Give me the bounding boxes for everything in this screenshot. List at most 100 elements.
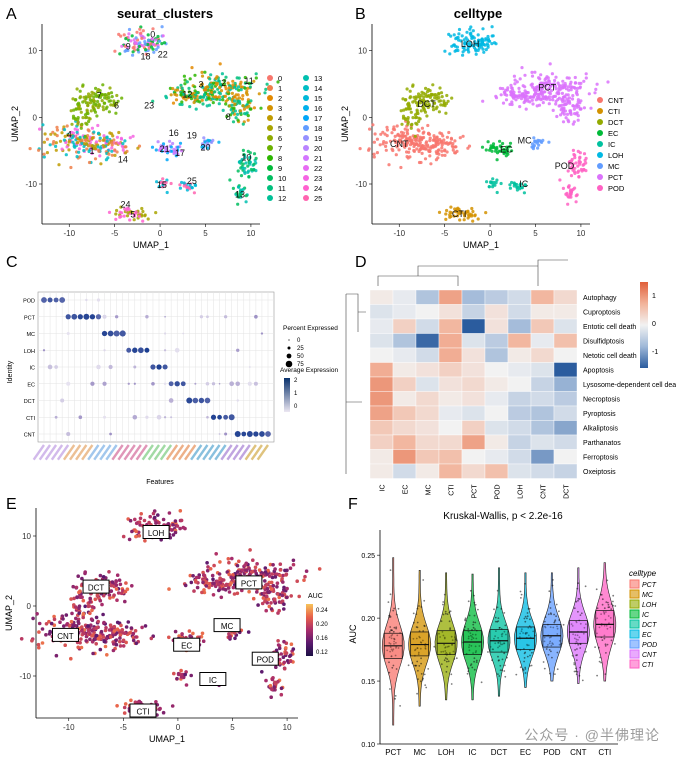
d-heatmap-cell (415, 333, 440, 349)
f-jitter-point (574, 634, 577, 636)
a-cell-point (75, 130, 79, 134)
a-cell-point (119, 205, 123, 209)
e-cell-point (284, 595, 289, 600)
c-feature-label-mark (190, 444, 203, 461)
f-jitter-point (392, 630, 395, 633)
e-cell-point (269, 601, 273, 605)
e-cell-point (108, 635, 113, 639)
e-cell-point (102, 639, 107, 644)
a-cell-point (48, 143, 52, 147)
f-jitter-point (494, 616, 497, 619)
d-heatmap-cell (530, 376, 555, 392)
c-dot (144, 347, 150, 353)
a-cell-point (85, 122, 89, 126)
a-cell-point (180, 180, 184, 185)
e-cell-point (119, 623, 123, 628)
dotplot-legend-pct-title: Percent Expressed (283, 325, 338, 332)
b-cell-point (559, 113, 563, 117)
d-heatmap-cell (392, 318, 417, 334)
f-jitter-point (471, 636, 473, 638)
f-jitter-point (601, 639, 604, 641)
c-dot (218, 433, 221, 435)
f-jitter-point (443, 659, 446, 662)
a-cell-point (87, 119, 91, 124)
e-cell-point (214, 552, 218, 556)
a-cell-point (99, 146, 103, 150)
f-x-tick-label: CTI (598, 748, 611, 757)
b-cell-point (395, 145, 399, 149)
d-heatmap-cell (415, 391, 440, 407)
e-cell-point (138, 516, 143, 521)
a-legend-label: 8 (278, 154, 282, 163)
a-cell-point (254, 76, 258, 80)
b-cell-point (495, 145, 499, 150)
a-cell-point (151, 47, 155, 51)
f-jitter-point (547, 613, 550, 616)
b-cell-point (405, 141, 409, 145)
e-cell-point (274, 648, 279, 653)
f-jitter-point (475, 659, 478, 662)
a-cell-point (178, 102, 182, 106)
a-legend-label: 9 (278, 164, 282, 173)
a-cell-point (101, 138, 105, 142)
b-cell-point (440, 149, 444, 153)
b-cell-point (447, 130, 451, 135)
a-cell-point (221, 95, 225, 99)
d-heatmap-cell (461, 391, 486, 407)
b-cell-point (575, 86, 580, 90)
b-cell-point (392, 138, 396, 142)
b-cell-point (423, 157, 428, 161)
f-y-tick-label: 0.10 (361, 742, 375, 749)
b-cell-point (372, 152, 376, 156)
f-jitter-point (503, 652, 506, 655)
b-cell-point (573, 170, 577, 174)
e-cell-point (131, 631, 136, 636)
e-cell-point (133, 700, 138, 704)
f-jitter-point (449, 628, 451, 631)
a-cell-point (73, 127, 77, 131)
a-cluster-label: 0 (150, 29, 155, 39)
a-cell-point (143, 42, 147, 46)
e-celltype-label: DCT (88, 584, 105, 593)
f-jitter-point (552, 579, 554, 581)
a-cell-point (218, 85, 222, 90)
b-cell-point (568, 193, 572, 197)
e-cell-point (47, 619, 51, 624)
a-cell-point (150, 37, 154, 41)
f-jitter-point (577, 610, 579, 613)
c-row-label: EC (27, 382, 35, 388)
d-heatmap-cell (484, 289, 509, 305)
f-jitter-point (448, 645, 450, 648)
d-row-label: Lysosome-dependent cell death (583, 382, 676, 389)
f-jitter-point (474, 628, 476, 630)
f-jitter-point (524, 633, 527, 635)
a-cell-point (223, 78, 227, 83)
b-cell-point (433, 101, 437, 105)
d-heatmap-cell (507, 463, 532, 479)
d-heatmap-cell (553, 318, 578, 334)
d-heatmap-cell (507, 376, 532, 392)
e-cell-point (79, 637, 83, 641)
a-cell-point (105, 139, 109, 143)
b-cell-point (577, 169, 581, 173)
f-x-tick-label: MC (413, 748, 426, 757)
f-jitter-point (427, 668, 430, 670)
a-cell-point (77, 150, 81, 154)
a-legend-key (267, 135, 273, 141)
b-cell-point (367, 148, 371, 152)
a-cell-point (252, 168, 256, 172)
c-dot (65, 314, 71, 320)
panel-letter-f: F (348, 496, 358, 513)
f-jitter-point (530, 664, 533, 667)
a-cell-point (81, 116, 85, 120)
a-cell-point (174, 88, 178, 92)
b-cell-point (396, 133, 400, 137)
c-feature-label-mark (214, 444, 227, 461)
a-cell-point (73, 116, 77, 120)
b-cell-point (510, 86, 514, 90)
f-jitter-point (575, 638, 578, 641)
b-cell-point (382, 140, 386, 144)
violin-title: Kruskal-Wallis, p < 2.2e-16 (443, 511, 563, 522)
b-cell-point (409, 126, 413, 130)
d-row-label: Autophagy (583, 295, 617, 302)
